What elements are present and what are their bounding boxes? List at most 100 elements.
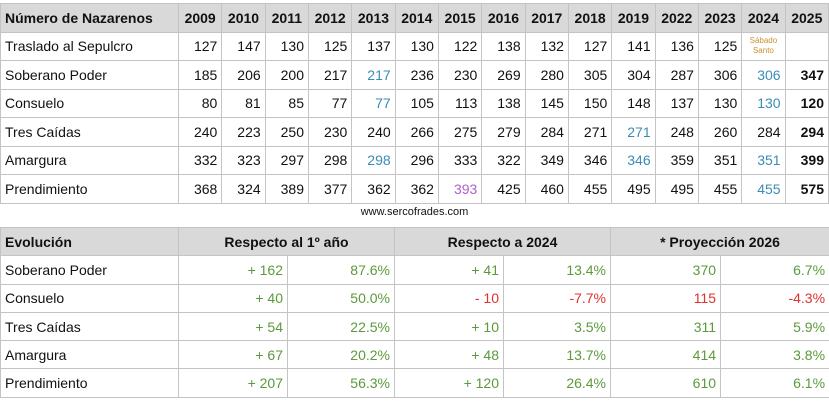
value-cell: 271: [611, 117, 656, 147]
value-cell: 130: [264, 31, 309, 61]
value-cell: 323: [221, 145, 266, 175]
value-cell: 138: [481, 88, 526, 118]
value-cell: 85: [264, 88, 309, 118]
data-row: Soberano Poder + 162 87.6% + 41 13.4% 370 6.7%: [0, 255, 829, 285]
value-cell: 322: [481, 145, 526, 175]
value-cell: 368: [177, 174, 223, 204]
value-cell: 425: [481, 174, 526, 204]
value-cell: 130: [394, 31, 439, 61]
value-cell: 145: [524, 88, 569, 118]
value-cell: [784, 31, 829, 61]
value-cell: 311: [610, 311, 722, 342]
value-cell: 26.4%: [502, 368, 612, 398]
column-header: 2024: [741, 3, 786, 33]
value-cell: 125: [307, 31, 353, 61]
column-header: 2018: [567, 3, 613, 33]
value-cell: 275: [437, 117, 483, 147]
column-header: 2023: [697, 3, 743, 33]
value-cell: 240: [177, 117, 223, 147]
row-label: Amargura: [0, 145, 179, 175]
value-cell: + 41: [394, 255, 504, 285]
value-cell: 115: [610, 283, 722, 313]
value-cell: 248: [654, 117, 699, 147]
value-cell: 414: [610, 340, 722, 370]
value-cell: 150: [567, 88, 613, 118]
value-cell: 284: [741, 117, 786, 147]
value-cell: 349: [524, 145, 569, 175]
value-cell: 3.5%: [502, 311, 612, 342]
value-cell: 305: [567, 60, 613, 90]
column-header: 2022: [654, 3, 699, 33]
value-cell: 13.7%: [502, 340, 612, 370]
column-header: 2019: [611, 3, 656, 33]
column-header: Evolución: [0, 226, 179, 257]
value-cell: + 207: [178, 368, 288, 398]
value-cell: 5.9%: [720, 311, 829, 342]
value-cell: 332: [177, 145, 223, 175]
value-cell: 610: [610, 368, 722, 398]
value-cell: 324: [221, 174, 266, 204]
value-cell: 296: [394, 145, 439, 175]
value-cell: 132: [524, 31, 569, 61]
data-row: Consuelo 80 81 85 77 77 105 113 138 145 150 148 137 1…: [0, 88, 829, 118]
value-cell: 6.7%: [720, 255, 829, 285]
value-cell: 56.3%: [287, 368, 395, 398]
value-cell: 294: [784, 117, 829, 147]
data-row: Tres Caídas 240 223 250 230 240 266 275 279 284 27…: [0, 117, 829, 147]
value-cell: 87.6%: [287, 255, 395, 285]
value-cell: 284: [524, 117, 569, 147]
value-cell: 399: [784, 145, 829, 175]
value-cell: 304: [611, 60, 656, 90]
value-cell: 269: [481, 60, 526, 90]
value-cell: 127: [177, 31, 223, 61]
value-cell: 138: [481, 31, 526, 61]
column-header: 2010: [221, 3, 266, 33]
value-cell: 240: [351, 117, 396, 147]
value-cell: 105: [394, 88, 439, 118]
value-cell: 77: [351, 88, 396, 118]
value-cell: 297: [264, 145, 309, 175]
header-row: Número de Nazarenos 2009 2010 2011 2012 2013 2…: [0, 3, 829, 33]
value-cell: 236: [394, 60, 439, 90]
value-cell: 362: [394, 174, 439, 204]
value-cell: 359: [654, 145, 699, 175]
value-cell: 298: [307, 145, 353, 175]
value-cell: 185: [177, 60, 223, 90]
column-header: 2015: [437, 3, 483, 33]
value-cell: + 54: [178, 311, 288, 342]
value-cell: 250: [264, 117, 309, 147]
source-footer: www.sercofrades.com: [360, 206, 469, 218]
value-cell: + 120: [394, 368, 504, 398]
value-cell: 455: [567, 174, 613, 204]
value-cell: -7.7%: [502, 283, 612, 313]
value-cell: - 10: [394, 283, 504, 313]
value-cell: 346: [567, 145, 613, 175]
value-cell: 333: [437, 145, 483, 175]
row-label: Consuelo: [0, 283, 179, 313]
row-label: Prendimiento: [0, 368, 179, 398]
value-cell: 306: [741, 60, 786, 90]
value-cell: 206: [221, 60, 266, 90]
column-header: 2017: [524, 3, 569, 33]
column-header: Respecto al 1º año: [178, 226, 395, 257]
value-cell: 113: [437, 88, 483, 118]
value-cell: 495: [611, 174, 656, 204]
value-cell: 346: [611, 145, 656, 175]
value-cell: 455: [741, 174, 786, 204]
value-cell: 3.8%: [720, 340, 829, 370]
value-cell: 120: [784, 88, 829, 118]
value-cell: 125: [697, 31, 743, 61]
evolution-table: Evolución Respecto al 1º año Respecto a 20…: [0, 226, 829, 398]
column-header: Número de Nazarenos: [0, 3, 179, 33]
value-cell: 280: [524, 60, 569, 90]
value-cell: 362: [351, 174, 396, 204]
value-cell: 141: [611, 31, 656, 61]
value-cell: 77: [307, 88, 353, 118]
value-cell: 217: [307, 60, 353, 90]
value-cell: 287: [654, 60, 699, 90]
value-cell: 495: [654, 174, 699, 204]
row-label: Soberano Poder: [0, 255, 179, 285]
data-row: Consuelo + 40 50.0% - 10 -7.7% 115 -4.3%: [0, 283, 829, 313]
value-cell: 147: [221, 31, 266, 61]
